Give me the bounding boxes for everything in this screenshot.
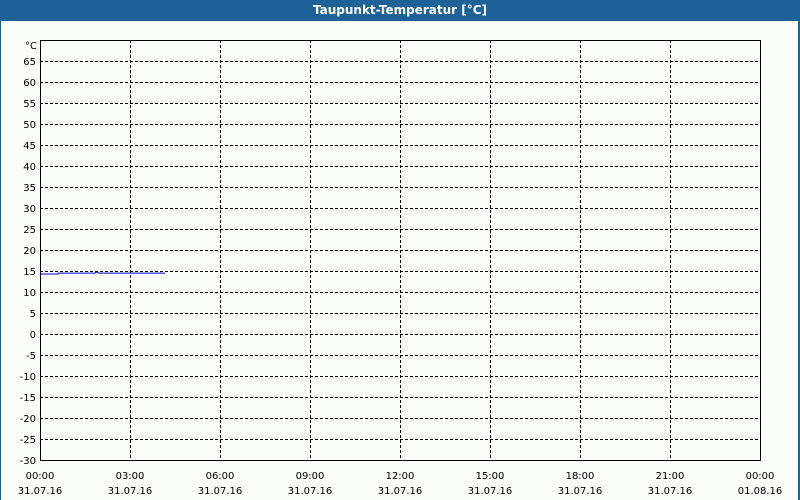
x-tick-time: 09:00 [296, 471, 325, 482]
x-tick-time: 15:00 [476, 471, 505, 482]
y-tick-label: 45 [23, 141, 36, 152]
x-tick-time: 06:00 [206, 471, 235, 482]
y-tick-label: -30 [20, 456, 36, 467]
y-tick-label: 5 [30, 309, 36, 320]
y-tick-label: 0 [30, 330, 36, 341]
y-tick-label: 50 [23, 120, 36, 131]
y-tick-label: 10 [23, 288, 36, 299]
y-tick-label: -20 [20, 414, 36, 425]
x-tick-date: 31.07.16 [558, 486, 603, 497]
y-tick-label: 30 [23, 204, 36, 215]
x-tick-time: 03:00 [116, 471, 145, 482]
y-tick-label: 55 [23, 99, 36, 110]
y-tick-label: 40 [23, 162, 36, 173]
x-tick-date: 01.08.16 [738, 486, 783, 497]
x-tick-date: 31.07.16 [468, 486, 513, 497]
series-line [40, 271, 165, 275]
x-tick-time: 18:00 [566, 471, 595, 482]
y-tick-label: -5 [26, 351, 36, 362]
y-tick-label: -25 [20, 435, 36, 446]
y-tick-label: 25 [23, 225, 36, 236]
x-tick-time: 12:00 [386, 471, 415, 482]
y-unit-label: °C [25, 41, 37, 52]
window-title: Taupunkt-Temperatur [°C] [312, 3, 488, 17]
x-tick-date: 31.07.16 [108, 486, 153, 497]
y-tick-label: 60 [23, 78, 36, 89]
x-tick-time: 00:00 [26, 471, 55, 482]
x-tick-date: 31.07.16 [288, 486, 333, 497]
x-tick-date: 31.07.16 [198, 486, 243, 497]
y-tick-label: 20 [23, 246, 36, 257]
x-tick-time: 21:00 [656, 471, 685, 482]
y-tick-label: -10 [20, 372, 36, 383]
chart-panel [1, 21, 798, 500]
y-tick-label: 35 [23, 183, 36, 194]
x-tick-time: 00:00 [746, 471, 775, 482]
x-tick-date: 31.07.16 [648, 486, 693, 497]
plot-frame [40, 40, 761, 461]
x-tick-date: 31.07.16 [18, 486, 63, 497]
x-tick-date: 31.07.16 [378, 486, 423, 497]
y-tick-label: 65 [23, 57, 36, 68]
y-tick-label: 15 [23, 267, 36, 278]
y-tick-label: -15 [20, 393, 36, 404]
